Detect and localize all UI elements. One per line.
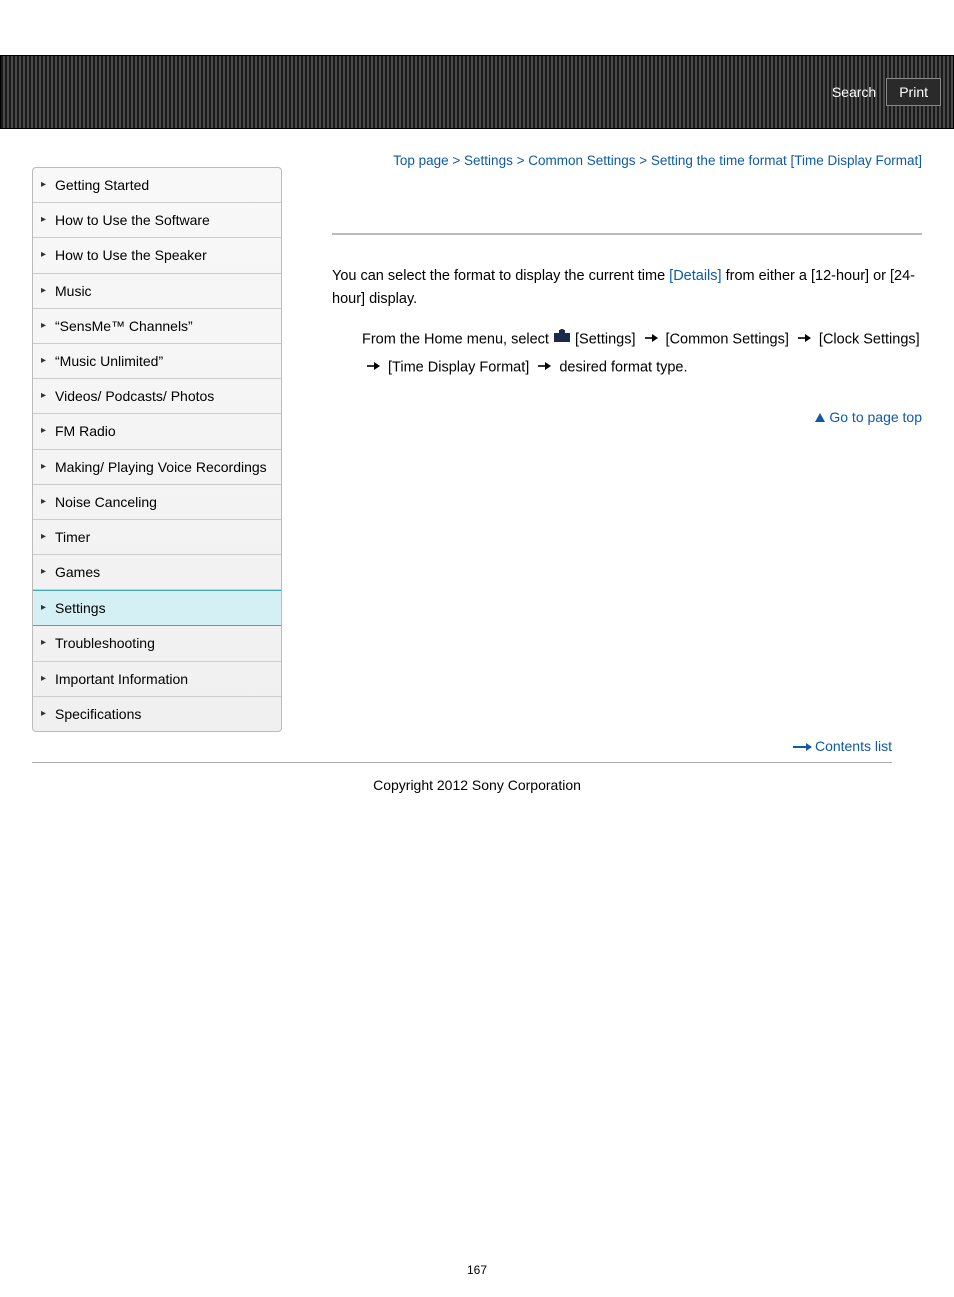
print-button[interactable]: Print <box>886 78 941 106</box>
instruction-steps: From the Home menu, select [Settings] [C… <box>362 326 922 382</box>
step-token-1: [Common Settings] <box>666 332 789 348</box>
header-bar: Search Print <box>0 55 954 129</box>
go-to-top-row: Go to page top <box>332 409 922 427</box>
nav-list: Getting StartedHow to Use the SoftwareHo… <box>32 167 282 732</box>
breadcrumb-sep: > <box>636 153 651 168</box>
sidebar-item-2[interactable]: How to Use the Speaker <box>33 238 281 273</box>
sidebar-item-11[interactable]: Games <box>33 555 281 590</box>
triangle-up-icon <box>815 413 825 422</box>
breadcrumb-sep: > <box>513 153 528 168</box>
sidebar-item-15[interactable]: Specifications <box>33 697 281 731</box>
sidebar-item-9[interactable]: Noise Canceling <box>33 485 281 520</box>
sidebar-item-12[interactable]: Settings <box>33 590 281 626</box>
breadcrumb-link-2[interactable]: Common Settings <box>528 153 635 168</box>
details-link[interactable]: [Details] <box>669 268 721 284</box>
step-tail: desired format type. <box>559 360 687 376</box>
arrow-right-icon <box>366 361 380 371</box>
intro-pre: You can select the format to display the… <box>332 268 669 284</box>
sidebar-item-14[interactable]: Important Information <box>33 662 281 697</box>
sidebar-item-10[interactable]: Timer <box>33 520 281 555</box>
search-link[interactable]: Search <box>832 84 876 100</box>
sidebar-item-6[interactable]: Videos/ Podcasts/ Photos <box>33 379 281 414</box>
step-token-0: [Settings] <box>575 332 635 348</box>
step-token-3: [Time Display Format] <box>388 360 529 376</box>
main-content: Top page > Settings > Common Settings > … <box>282 141 922 763</box>
sidebar-item-1[interactable]: How to Use the Software <box>33 203 281 238</box>
step-token-2: [Clock Settings] <box>819 332 920 348</box>
sidebar-item-4[interactable]: “SensMe™ Channels” <box>33 309 281 344</box>
arrow-right-icon <box>797 333 811 343</box>
arrow-right-icon <box>537 361 551 371</box>
sidebar-item-5[interactable]: “Music Unlimited” <box>33 344 281 379</box>
sidebar-item-13[interactable]: Troubleshooting <box>33 626 281 661</box>
arrow-right-icon <box>793 746 811 748</box>
intro-text: You can select the format to display the… <box>332 265 922 310</box>
page-number: 167 <box>0 833 954 1297</box>
sidebar-item-0[interactable]: Getting Started <box>33 168 281 203</box>
breadcrumb-link-3[interactable]: Setting the time format [Time Display Fo… <box>651 153 922 168</box>
sidebar: Getting StartedHow to Use the SoftwareHo… <box>32 141 282 763</box>
breadcrumb-link-0[interactable]: Top page <box>393 153 449 168</box>
sidebar-item-3[interactable]: Music <box>33 274 281 309</box>
divider <box>332 233 922 235</box>
settings-icon <box>553 329 571 343</box>
go-to-top-link[interactable]: Go to page top <box>829 409 922 425</box>
sidebar-item-8[interactable]: Making/ Playing Voice Recordings <box>33 450 281 485</box>
sidebar-item-7[interactable]: FM Radio <box>33 414 281 449</box>
step-pre: From the Home menu, select <box>362 332 553 348</box>
arrow-right-icon <box>644 333 658 343</box>
breadcrumb: Top page > Settings > Common Settings > … <box>332 151 922 171</box>
breadcrumb-link-1[interactable]: Settings <box>464 153 513 168</box>
copyright-text: Copyright 2012 Sony Corporation <box>0 763 954 833</box>
breadcrumb-sep: > <box>449 153 464 168</box>
